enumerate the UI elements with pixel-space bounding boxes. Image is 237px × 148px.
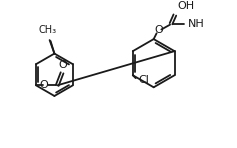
Text: Cl: Cl — [139, 75, 150, 85]
Text: NH: NH — [187, 19, 204, 29]
Text: O: O — [39, 80, 48, 90]
Text: CH₃: CH₃ — [39, 25, 57, 35]
Text: O: O — [154, 25, 163, 35]
Text: O: O — [59, 60, 67, 70]
Text: OH: OH — [178, 1, 195, 11]
